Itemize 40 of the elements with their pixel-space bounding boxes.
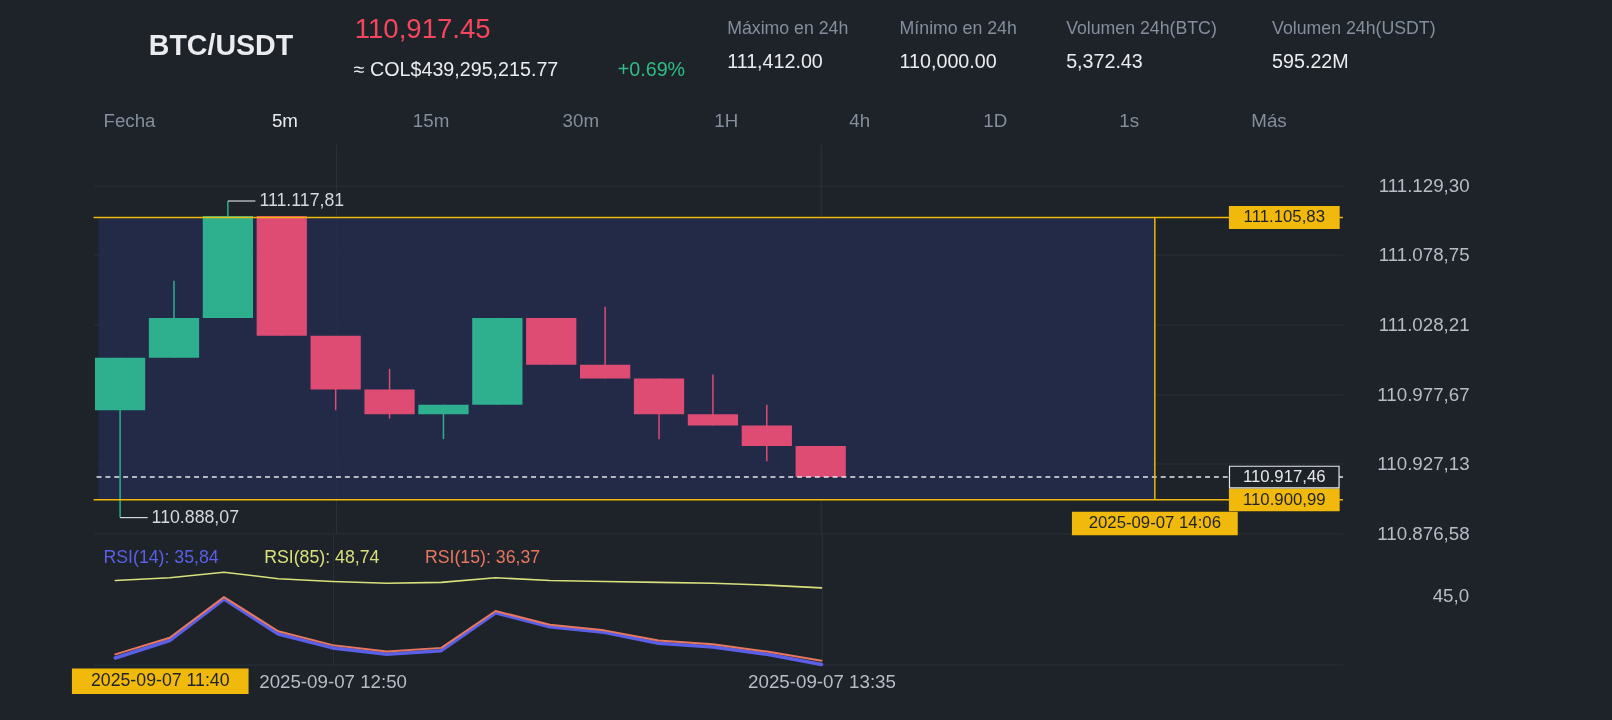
y-tick-label: 111.078,75 <box>1378 244 1470 266</box>
text: +0.69% <box>617 58 686 81</box>
series-label: RSI(85): 48,74 <box>264 547 380 568</box>
y-tick-label: 111.129,30 <box>1378 174 1470 196</box>
text: Volumen 24h(BTC) <box>1066 17 1217 38</box>
ref-line-label: 2025-09-07 14:06 <box>1088 513 1221 533</box>
ref-line-label: 110.900,99 <box>1242 489 1326 509</box>
y-tick-label: 111.028,21 <box>1378 313 1470 335</box>
text: Más <box>1251 109 1287 131</box>
text: 15m <box>412 109 450 131</box>
text: 110,000.00 <box>899 50 997 73</box>
text: 5,372.43 <box>1066 50 1143 73</box>
annotation: 110.888,07 <box>151 506 239 527</box>
y-tick-label: 110.977,67 <box>1377 383 1470 405</box>
text: 1H <box>714 109 739 131</box>
x-tick-label: 2025-09-07 12:50 <box>259 670 408 692</box>
text: BTC/USDT <box>148 28 294 61</box>
series-label: RSI(14): 35,84 <box>103 547 219 568</box>
x-tick-label: 2025-09-07 13:35 <box>748 670 896 692</box>
y-tick-label: 110.927,13 <box>1377 453 1470 475</box>
text: 595.22M <box>1272 50 1349 73</box>
text: 1D <box>983 109 1008 131</box>
ref-line-label: 110.917,46 <box>1242 467 1326 487</box>
text: 1s <box>1119 109 1140 131</box>
text: Volumen 24h(USDT) <box>1272 17 1436 38</box>
text: Mínimo en 24h <box>899 17 1017 38</box>
text: ≈ COL$439,295,215.77 <box>353 58 559 81</box>
text: 45,0 <box>1432 585 1470 607</box>
text: 111,412.00 <box>727 50 823 73</box>
text: 4h <box>849 109 871 131</box>
text: Máximo en 24h <box>727 17 849 38</box>
annotation: 111.117,81 <box>259 189 345 210</box>
text: 110,917.45 <box>354 12 491 44</box>
text: 30m <box>562 109 600 131</box>
text: Fecha <box>103 109 157 131</box>
y-tick-label: 110.876,58 <box>1377 522 1470 544</box>
text: 2025-09-07 11:40 <box>90 670 230 691</box>
text: RSI(15): 36,37 <box>424 547 541 568</box>
text: 5m <box>271 109 298 131</box>
ref-line-label: 111.105,83 <box>1243 207 1325 227</box>
